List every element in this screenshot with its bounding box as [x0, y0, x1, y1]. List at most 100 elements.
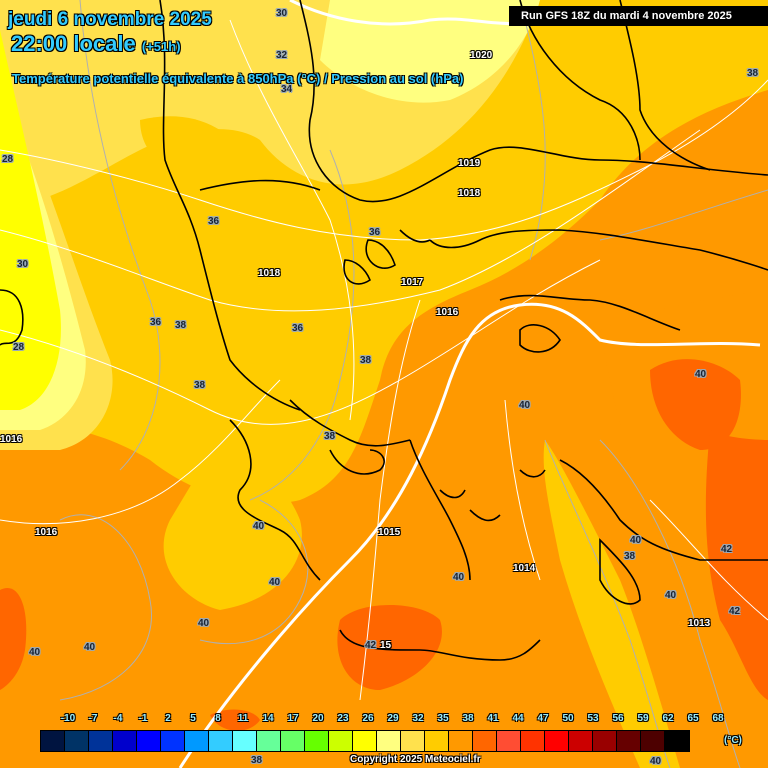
colorbar-swatch — [209, 731, 233, 751]
isobar-label: 1015 — [378, 527, 401, 538]
colorbar-tick-label: -10 — [60, 713, 76, 724]
colorbar-swatch — [593, 731, 617, 751]
isotherm-label: 36 — [369, 227, 381, 238]
colorbar-tick-label: 32 — [412, 713, 424, 724]
colorbar-swatch — [473, 731, 497, 751]
isotherm-label: 40 — [453, 572, 465, 583]
colorbar-tick-label: 65 — [687, 713, 699, 724]
colorbar-tick-label: 47 — [537, 713, 549, 724]
colorbar-swatch — [377, 731, 401, 751]
isotherm-label: 30 — [276, 8, 288, 19]
isotherm-label: 36 — [150, 317, 162, 328]
isotherm-label: 40 — [198, 618, 210, 629]
forecast-lead-time: (+51h) — [141, 39, 181, 54]
colorbar-swatch — [665, 731, 689, 751]
isobar-label: 1014 — [513, 563, 536, 574]
colorbar-tick-label: 8 — [215, 713, 221, 724]
colorbar-swatch — [89, 731, 113, 751]
isotherm-label: 28 — [2, 154, 14, 165]
isobar-label: 1013 — [688, 618, 711, 629]
isotherm-label: 40 — [84, 642, 96, 653]
isotherm-label: 38 — [747, 68, 759, 79]
colorbar-swatch — [497, 731, 521, 751]
isotherm-label: 40 — [665, 590, 677, 601]
colorbar-swatch — [425, 731, 449, 751]
colorbar-tick-label: 29 — [387, 713, 399, 724]
isobar-label: 1016 — [35, 527, 58, 538]
isotherm-label: 42 — [365, 640, 377, 651]
isotherm-label: 40 — [269, 577, 281, 588]
colorbar-swatch — [641, 731, 665, 751]
colorbar-swatch — [617, 731, 641, 751]
colorbar-swatch — [521, 731, 545, 751]
colorbar-tick-label: 41 — [487, 713, 499, 724]
colorbar-swatch — [161, 731, 185, 751]
colorbar-tick-label: 68 — [712, 713, 724, 724]
colorbar-tick-label: 20 — [312, 713, 324, 724]
colorbar-swatch — [401, 731, 425, 751]
forecast-time: 22:00 locale (+51h) — [11, 31, 181, 57]
isotherm-label: 30 — [17, 259, 29, 270]
isotherm-label: 38 — [175, 320, 187, 331]
colorbar-tick-label: 11 — [237, 713, 249, 724]
model-run-banner: Run GFS 18Z du mardi 4 novembre 2025 — [509, 6, 768, 26]
isotherm-label: 36 — [208, 216, 220, 227]
forecast-date: jeudi 6 novembre 2025 — [8, 9, 212, 30]
colorbar-swatch — [353, 731, 377, 751]
colorbar-swatch — [41, 731, 65, 751]
colorbar-tick-label: 56 — [612, 713, 624, 724]
colorbar-tick-label: 14 — [262, 713, 274, 724]
colorbar-swatch — [305, 731, 329, 751]
colorbar-tick-label: 38 — [462, 713, 474, 724]
forecast-local-time: 22:00 locale — [11, 31, 136, 56]
colorbar-tick-label: 35 — [437, 713, 449, 724]
isotherm-label: 42 — [729, 606, 741, 617]
colorbar-tick-label: 62 — [662, 713, 674, 724]
colorbar-swatch — [65, 731, 89, 751]
colorbar-tick-label: 44 — [512, 713, 524, 724]
colorbar-tick-label: 2 — [165, 713, 171, 724]
colorbar-swatch — [569, 731, 593, 751]
colorbar-swatch — [113, 731, 137, 751]
isotherm-label: 40 — [29, 647, 41, 658]
isobar-label: 1020 — [470, 50, 493, 61]
isotherm-label: 42 — [721, 544, 733, 555]
isotherm-label: 40 — [253, 521, 265, 532]
colorbar — [40, 730, 690, 752]
isotherm-label: 40 — [630, 535, 642, 546]
copyright: Copyright 2025 Meteociel.fr — [350, 754, 481, 765]
isotherm-label: 38 — [624, 551, 636, 562]
colorbar-tick-label: 59 — [637, 713, 649, 724]
colorbar-tick-label: 26 — [362, 713, 374, 724]
colorbar-tick-label: -1 — [138, 713, 148, 724]
colorbar-tick-label: 53 — [587, 713, 599, 724]
isotherm-label: 38 — [251, 755, 263, 766]
isotherm-label: 36 — [292, 323, 304, 334]
colorbar-swatch — [281, 731, 305, 751]
isotherm-label: 40 — [650, 756, 662, 767]
isobar-label: 1016 — [0, 434, 23, 445]
colorbar-ticks: -10 -7 -4 -1 2 5 8 11 14 17 20 23 26 29 32 35 38 41 44 47 50… — [40, 713, 724, 727]
isobar-label: 1018 — [258, 268, 281, 279]
colorbar-tick-label: 23 — [337, 713, 349, 724]
isotherm-label: 40 — [519, 400, 531, 411]
colorbar-swatch — [257, 731, 281, 751]
colorbar-unit: (°C) — [724, 735, 742, 746]
isobar-label: 15 — [380, 640, 392, 651]
colorbar-tick-label: -7 — [88, 713, 98, 724]
isobar-label: 1017 — [401, 277, 424, 288]
isotherm-label: 38 — [324, 431, 336, 442]
colorbar-swatch — [137, 731, 161, 751]
colorbar-swatch — [449, 731, 473, 751]
isotherm-label: 38 — [360, 355, 372, 366]
colorbar-tick-label: 5 — [190, 713, 196, 724]
colorbar-tick-label: -4 — [113, 713, 123, 724]
parameter-title: Température potentielle équivalente à 85… — [12, 71, 464, 86]
isotherm-label: 38 — [194, 380, 206, 391]
isobar-label: 1018 — [458, 188, 481, 199]
colorbar-tick-label: 17 — [287, 713, 299, 724]
colorbar-swatch — [545, 731, 569, 751]
isotherm-label: 40 — [695, 369, 707, 380]
